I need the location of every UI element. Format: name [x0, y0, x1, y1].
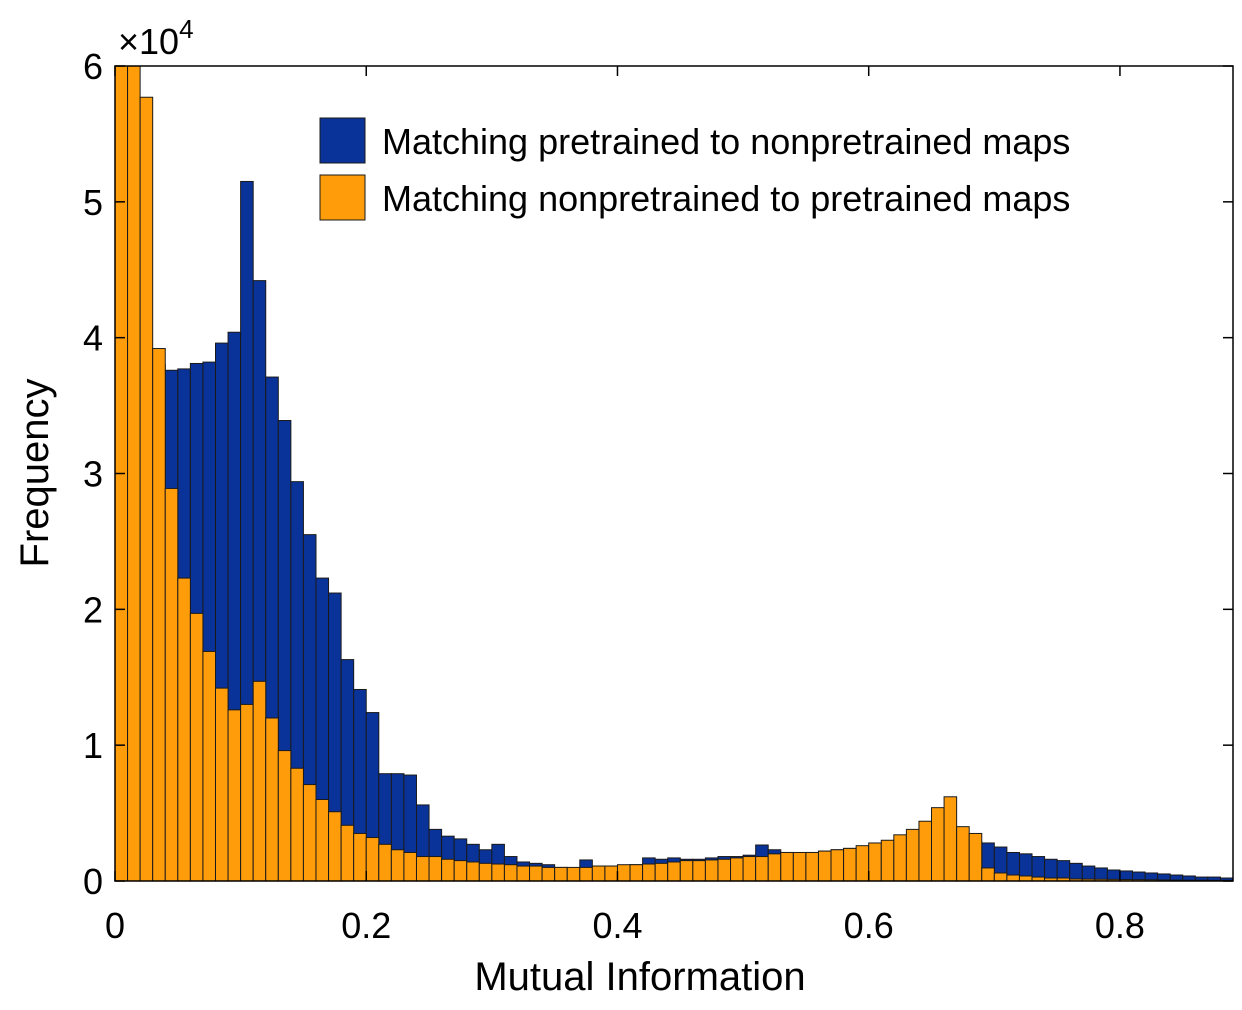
histogram-bar: [893, 834, 907, 881]
histogram-bar: [667, 861, 681, 881]
histogram-bar: [591, 865, 606, 881]
histogram-bar: [780, 851, 794, 881]
histogram-bar: [415, 856, 430, 881]
histogram-bar: [302, 784, 317, 881]
y-axis-label: Frequency: [13, 379, 57, 568]
x-axis-label: Mutual Information: [474, 955, 805, 999]
histogram-bar: [981, 867, 995, 881]
y-tick-label: 1: [83, 725, 103, 766]
histogram-bar: [755, 856, 769, 881]
histogram-bar: [855, 845, 870, 881]
legend-swatch: [319, 117, 366, 164]
histogram-bar: [604, 865, 618, 881]
histogram-bar: [566, 866, 581, 881]
histogram-bar: [843, 847, 857, 881]
histogram-bar: [277, 750, 292, 881]
bars: [115, 66, 1233, 881]
histogram-bar: [328, 811, 342, 881]
histogram-bar: [642, 863, 656, 881]
histogram-bar: [240, 703, 254, 881]
x-tick-label: 0.8: [1095, 905, 1145, 946]
histogram-bar: [340, 824, 355, 881]
legend-swatch: [319, 174, 366, 221]
histogram-bar: [767, 853, 782, 881]
histogram-bar: [365, 837, 380, 881]
histogram-bar: [529, 865, 543, 881]
histogram-bar: [704, 859, 719, 881]
x-tick-label: 0.4: [592, 905, 642, 946]
histogram-bar: [868, 842, 882, 881]
histogram-bar: [654, 862, 669, 881]
histogram-bar: [629, 864, 644, 881]
histogram-bar: [466, 861, 480, 881]
histogram-bar: [202, 650, 216, 881]
histogram-bar: [956, 826, 970, 881]
histogram-bar: [139, 96, 154, 881]
histogram-bar: [378, 843, 392, 881]
histogram-bar: [692, 860, 706, 881]
histogram-bar: [441, 858, 455, 881]
histogram-bar: [554, 866, 568, 881]
histogram-bar: [252, 680, 267, 881]
histogram-bar: [717, 858, 732, 881]
y-tick-label: 6: [83, 46, 103, 87]
histogram-bar: [428, 856, 443, 881]
histogram-bar: [541, 866, 556, 881]
histogram-bar: [516, 865, 531, 881]
histogram-bar: [478, 862, 493, 881]
histogram-bar: [164, 487, 179, 881]
histogram-bar: [968, 832, 983, 881]
histogram-bar: [830, 849, 845, 881]
histogram-bar: [453, 860, 468, 881]
histogram-bar: [579, 866, 593, 881]
histogram-bar: [177, 577, 191, 881]
x-tick-label: 0: [105, 905, 125, 946]
histogram-bar: [152, 348, 166, 881]
histogram-bar: [214, 687, 229, 881]
y-tick-label: 4: [83, 318, 103, 359]
y-multiplier-exponent: 4: [179, 14, 193, 44]
histogram-bar: [993, 872, 1008, 881]
histogram-bar: [817, 850, 832, 881]
histogram-bar: [931, 807, 945, 881]
histogram-bar: [679, 860, 694, 881]
legend-label: Matching pretrained to nonpretrained map…: [382, 121, 1070, 162]
histogram-bar: [905, 828, 920, 881]
y-tick-label: 2: [83, 589, 103, 630]
histogram-bar: [616, 864, 631, 881]
histogram-bar: [742, 856, 757, 881]
x-tick-label: 0.6: [844, 905, 894, 946]
histogram-bar: [1018, 875, 1033, 881]
histogram-bar: [918, 820, 933, 881]
histogram-bar: [189, 612, 204, 881]
y-tick-label: 5: [83, 182, 103, 223]
legend-label: Matching nonpretrained to pretrained map…: [382, 178, 1070, 219]
histogram-bar: [390, 849, 405, 881]
histogram-bar: [730, 857, 744, 881]
histogram-bar: [403, 851, 417, 881]
histogram-bar: [265, 717, 279, 881]
histogram-bar: [503, 864, 518, 881]
histogram-bar: [792, 851, 807, 881]
histogram-bar: [1069, 862, 1083, 881]
histogram-bar: [227, 709, 242, 881]
histogram-bar: [1006, 874, 1020, 881]
histogram-bar: [315, 799, 330, 881]
histogram-bar: [491, 863, 505, 881]
x-tick-label: 0.2: [341, 905, 391, 946]
y-multiplier-base: ×10: [118, 21, 179, 62]
histogram-bar: [880, 839, 895, 881]
y-multiplier: ×104: [118, 14, 194, 62]
histogram-bar: [353, 832, 367, 881]
y-tick-label: 0: [83, 861, 103, 902]
y-tick-label: 3: [83, 454, 103, 495]
histogram-bar: [115, 66, 129, 881]
histogram-bar: [805, 851, 819, 881]
histogram-bar: [290, 767, 304, 881]
histogram-bar: [943, 796, 958, 881]
histogram-bar: [127, 66, 141, 881]
